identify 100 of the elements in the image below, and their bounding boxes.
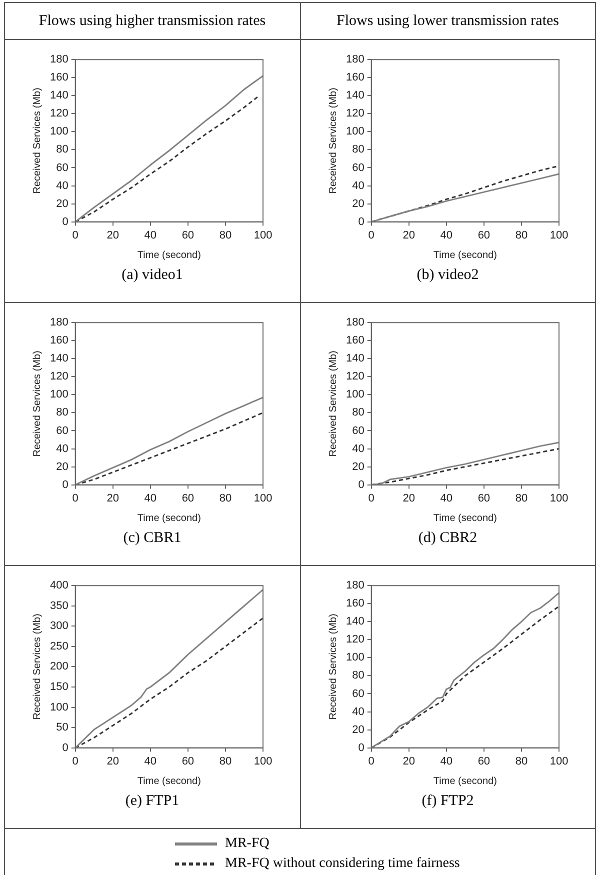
y-axis-title: Received Services (Mb)	[32, 88, 43, 194]
y-tick-label: 160	[50, 72, 69, 84]
y-tick-label: 120	[50, 108, 69, 120]
x-tick-label: 0	[72, 229, 79, 242]
y-tick-label: 60	[352, 424, 364, 437]
x-axis-title: Time (second)	[433, 512, 497, 524]
y-tick-label: 140	[50, 352, 69, 365]
y-axis-title: Received Services (Mb)	[32, 614, 43, 720]
y-tick-label: 0	[358, 742, 364, 754]
x-tick-label: 100	[550, 229, 568, 242]
x-tick-label: 40	[144, 755, 157, 768]
x-tick-label: 20	[402, 229, 415, 242]
y-tick-label: 60	[56, 424, 69, 437]
x-axis-title: Time (second)	[433, 250, 497, 261]
x-tick-label: 20	[107, 229, 120, 242]
x-tick-label: 40	[144, 492, 157, 504]
y-tick-label: 120	[346, 108, 364, 120]
x-tick-label: 100	[254, 492, 272, 504]
y-tick-label: 200	[50, 660, 69, 673]
y-tick-label: 20	[352, 724, 364, 736]
x-tick-label: 60	[478, 492, 490, 504]
x-tick-label: 80	[220, 229, 232, 242]
x-tick-label: 40	[440, 229, 452, 242]
y-tick-label: 100	[346, 126, 364, 138]
y-tick-label: 180	[346, 54, 364, 66]
y-tick-label: 20	[56, 460, 69, 473]
legend-label: MR-FQ	[225, 836, 270, 852]
text: (d) CBR2	[417, 530, 478, 547]
x-tick-label: 20	[107, 492, 120, 504]
y-tick-label: 300	[50, 620, 69, 632]
x-tick-label: 20	[402, 755, 415, 768]
x-tick-label: 40	[144, 229, 157, 242]
y-tick-label: 60	[352, 688, 364, 700]
y-tick-label: 160	[50, 334, 69, 347]
y-tick-label: 40	[352, 180, 364, 192]
y-tick-label: 0	[62, 742, 69, 754]
y-tick-label: 120	[346, 370, 364, 383]
x-tick-label: 100	[550, 492, 568, 504]
x-tick-label: 0	[368, 492, 374, 504]
y-tick-label: 100	[346, 652, 364, 664]
x-tick-label: 100	[254, 229, 272, 242]
x-tick-label: 60	[478, 229, 490, 242]
y-tick-label: 60	[352, 162, 364, 174]
y-tick-label: 80	[352, 670, 364, 682]
y-tick-label: 0	[358, 216, 364, 228]
y-tick-label: 140	[346, 90, 364, 102]
x-tick-label: 60	[182, 229, 194, 242]
y-tick-label: 140	[346, 352, 364, 365]
y-tick-label: 100	[50, 388, 69, 401]
y-tick-label: 180	[346, 316, 364, 329]
y-axis-title: Received Services (Mb)	[328, 350, 338, 457]
x-tick-label: 80	[515, 229, 528, 242]
x-tick-label: 20	[107, 755, 120, 768]
x-tick-label: 60	[182, 755, 194, 768]
text: (e) FTP1	[124, 793, 180, 810]
x-tick-label: 0	[368, 755, 374, 768]
y-tick-label: 150	[50, 681, 69, 694]
y-axis-title: Received Services (Mb)	[328, 614, 338, 720]
legend-label: MR-FQ without considering time fairness	[225, 856, 460, 872]
x-axis-title: Time (second)	[433, 776, 497, 787]
text: (c) CBR1	[122, 530, 182, 547]
y-tick-label: 40	[352, 706, 364, 718]
x-tick-label: 20	[402, 492, 415, 504]
y-tick-label: 40	[56, 442, 69, 455]
y-axis-title: Received Services (Mb)	[328, 88, 338, 194]
y-tick-label: 60	[56, 162, 69, 174]
y-tick-label: 120	[50, 370, 69, 383]
text: (b) video2	[416, 267, 480, 284]
x-axis-title: Time (second)	[138, 776, 202, 787]
y-tick-label: 20	[56, 198, 69, 210]
y-tick-label: 50	[56, 722, 69, 734]
y-tick-label: 120	[346, 634, 364, 646]
y-tick-label: 40	[352, 442, 364, 455]
y-tick-label: 0	[62, 478, 69, 491]
y-tick-label: 180	[346, 580, 364, 592]
y-tick-label: 250	[50, 640, 69, 652]
text: (f) FTP2	[420, 793, 475, 810]
x-tick-label: 80	[220, 755, 232, 768]
x-tick-label: 100	[550, 755, 568, 768]
x-tick-label: 0	[72, 492, 79, 504]
y-tick-label: 180	[50, 54, 69, 66]
x-tick-label: 60	[182, 492, 194, 504]
y-axis-title: Received Services (Mb)	[32, 350, 43, 457]
y-tick-label: 40	[56, 180, 69, 192]
y-tick-label: 0	[62, 216, 69, 228]
y-tick-label: 80	[56, 144, 69, 156]
y-tick-label: 180	[50, 316, 69, 329]
x-tick-label: 0	[368, 229, 374, 242]
y-tick-label: 20	[352, 198, 364, 210]
x-tick-label: 80	[515, 492, 528, 504]
x-tick-label: 80	[515, 755, 528, 768]
y-tick-label: 160	[346, 72, 364, 84]
y-tick-label: 160	[346, 334, 364, 347]
x-axis-title: Time (second)	[138, 250, 202, 261]
y-tick-label: 80	[56, 406, 69, 419]
text: Flows using lower transmission rates	[300, 2, 596, 40]
y-tick-label: 100	[50, 126, 69, 138]
x-axis-title: Time (second)	[138, 512, 202, 524]
text: Flows using higher transmission rates	[4, 2, 300, 40]
y-tick-label: 0	[358, 478, 364, 491]
